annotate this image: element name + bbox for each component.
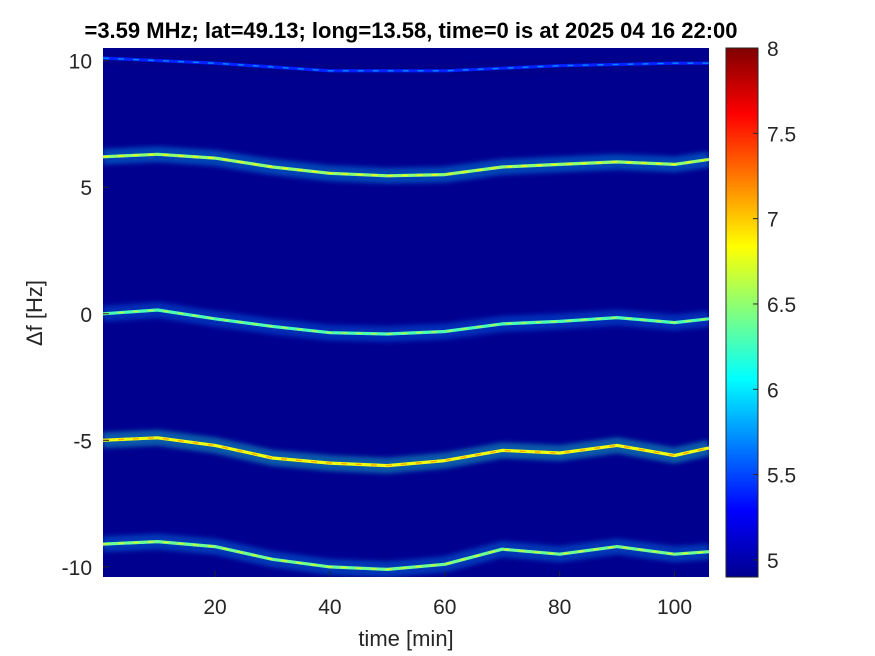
y-tick-label: 10	[69, 51, 92, 74]
colorbar-tick-label: 7.5	[767, 123, 796, 146]
x-tick-label: 60	[433, 596, 456, 619]
y-tick-label: -5	[73, 430, 92, 453]
y-tick-label: 5	[80, 177, 92, 200]
series-4-core	[103, 153, 709, 177]
series-1-core	[103, 540, 709, 571]
colorbar-tick-label: 8	[767, 38, 779, 61]
colorbar-axis: 8 7.5 7 6.5 6 5.5 5	[753, 38, 796, 573]
x-tick-label: 100	[657, 596, 692, 619]
series-2-core	[103, 437, 709, 467]
colorbar-tick-label: 5	[767, 550, 779, 573]
chart-title: =3.59 MHz; lat=49.13; long=13.58, time=0…	[84, 18, 737, 43]
series-layer	[103, 50, 709, 577]
y-tick-label: -10	[62, 557, 92, 580]
colorbar-tick-label: 6.5	[767, 294, 796, 317]
series-5-core	[103, 57, 709, 72]
x-axis-label: time [min]	[358, 626, 453, 651]
y-axis: 10 5 0 -5 -10	[62, 51, 109, 580]
series-3-core	[103, 309, 709, 335]
colorbar-tick-label: 7	[767, 209, 779, 232]
x-tick-label: 20	[203, 596, 226, 619]
x-axis: 20 40 60 80 100	[203, 571, 692, 619]
colorbar	[725, 47, 759, 578]
x-tick-label: 40	[318, 596, 341, 619]
y-axis-label: Δf [Hz]	[22, 280, 47, 346]
colorbar-tick-label: 5.5	[767, 465, 796, 488]
x-tick-label: 80	[548, 596, 571, 619]
colorbar-tick-label: 6	[767, 379, 779, 402]
y-tick-label: 0	[80, 304, 92, 327]
